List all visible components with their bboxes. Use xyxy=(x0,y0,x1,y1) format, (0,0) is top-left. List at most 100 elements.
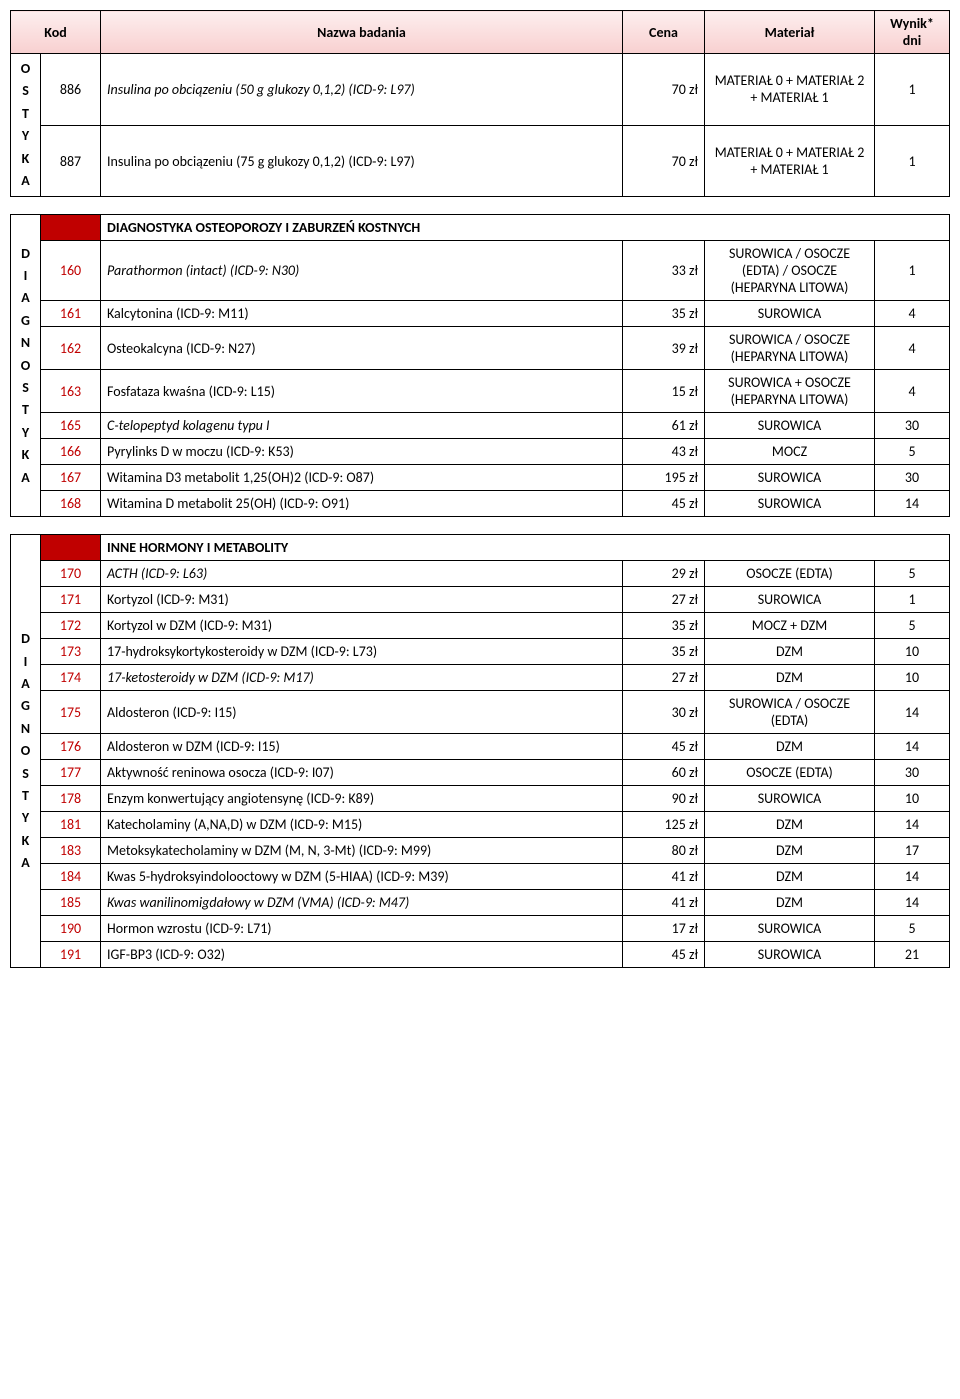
cell-cena: 33 zł xyxy=(623,241,705,301)
cell-material: DZM xyxy=(705,734,875,760)
cell-nazwa: Hormon wzrostu (ICD-9: L71) xyxy=(101,916,623,942)
cell-wynik: 4 xyxy=(875,370,950,413)
cell-kod: 185 xyxy=(41,890,101,916)
cell-material: MOCZ xyxy=(705,439,875,465)
table-header-row: Kod Nazwa badania Cena Materiał Wynik* d… xyxy=(11,11,950,54)
table-row: 160Parathormon (intact) (ICD-9: N30)33 z… xyxy=(11,241,950,301)
cell-material: SUROWICA xyxy=(705,587,875,613)
cell-wynik: 1 xyxy=(875,54,950,126)
cell-material: DZM xyxy=(705,639,875,665)
cell-kod: 886 xyxy=(41,54,101,126)
cell-material: SUROWICA xyxy=(705,465,875,491)
cell-material: MATERIAŁ 0 + MATERIAŁ 2 + MATERIAŁ 1 xyxy=(705,125,875,197)
cell-cena: 43 zł xyxy=(623,439,705,465)
cell-kod: 172 xyxy=(41,613,101,639)
cell-wynik: 21 xyxy=(875,942,950,968)
cell-nazwa: Kwas 5-hydroksyindolooctowy w DZM (5-HIA… xyxy=(101,864,623,890)
cell-kod: 163 xyxy=(41,370,101,413)
side-label: DIAGNOSTYKA xyxy=(11,215,41,517)
cell-wynik: 5 xyxy=(875,916,950,942)
section-title: DIAGNOSTYKA OSTEOPOROZY I ZABURZEŃ KOSTN… xyxy=(101,215,950,241)
cell-kod: 165 xyxy=(41,413,101,439)
cell-material: SUROWICA xyxy=(705,942,875,968)
cell-nazwa: ACTH (ICD-9: L63) xyxy=(101,561,623,587)
cell-cena: 45 zł xyxy=(623,491,705,517)
cell-material: SUROWICA xyxy=(705,916,875,942)
cell-nazwa: Osteokalcyna (ICD-9: N27) xyxy=(101,327,623,370)
cell-cena: 39 zł xyxy=(623,327,705,370)
cell-cena: 41 zł xyxy=(623,890,705,916)
cell-nazwa: C-telopeptyd kolagenu typu I xyxy=(101,413,623,439)
cell-nazwa: Insulina po obciązeniu (75 g glukozy 0,1… xyxy=(101,125,623,197)
table-row: OSTYKA886Insulina po obciązeniu (50 g gl… xyxy=(11,54,950,126)
cell-nazwa: Witamina D metabolit 25(OH) (ICD-9: O91) xyxy=(101,491,623,517)
cell-wynik: 10 xyxy=(875,665,950,691)
cell-nazwa: Kortyzol w DZM (ICD-9: M31) xyxy=(101,613,623,639)
cell-nazwa: Kalcytonina (ICD-9: M11) xyxy=(101,301,623,327)
cell-nazwa: 17-hydroksykortykosteroidy w DZM (ICD-9:… xyxy=(101,639,623,665)
section-marker xyxy=(41,535,101,561)
cell-nazwa: Pyrylinks D w moczu (ICD-9: K53) xyxy=(101,439,623,465)
cell-cena: 70 zł xyxy=(623,54,705,126)
cell-cena: 70 zł xyxy=(623,125,705,197)
price-table: Kod Nazwa badania Cena Materiał Wynik* d… xyxy=(10,10,950,968)
cell-kod: 167 xyxy=(41,465,101,491)
table-row: 185Kwas wanilinomigdałowy w DZM (VMA) (I… xyxy=(11,890,950,916)
table-row: 172Kortyzol w DZM (ICD-9: M31)35 złMOCZ … xyxy=(11,613,950,639)
cell-kod: 190 xyxy=(41,916,101,942)
cell-wynik: 4 xyxy=(875,327,950,370)
cell-wynik: 1 xyxy=(875,125,950,197)
cell-wynik: 10 xyxy=(875,639,950,665)
table-row: 177Aktywność reninowa osocza (ICD-9: I07… xyxy=(11,760,950,786)
cell-kod: 184 xyxy=(41,864,101,890)
cell-material: MATERIAŁ 0 + MATERIAŁ 2 + MATERIAŁ 1 xyxy=(705,54,875,126)
table-row: 175Aldosteron (ICD-9: I15)30 złSUROWICA … xyxy=(11,691,950,734)
cell-wynik: 30 xyxy=(875,465,950,491)
cell-cena: 41 zł xyxy=(623,864,705,890)
cell-material: SUROWICA / OSOCZE (EDTA) xyxy=(705,691,875,734)
cell-wynik: 17 xyxy=(875,838,950,864)
cell-cena: 27 zł xyxy=(623,587,705,613)
cell-kod: 162 xyxy=(41,327,101,370)
cell-material: SUROWICA + OSOCZE (HEPARYNA LITOWA) xyxy=(705,370,875,413)
cell-material: OSOCZE (EDTA) xyxy=(705,561,875,587)
cell-wynik: 5 xyxy=(875,439,950,465)
cell-cena: 61 zł xyxy=(623,413,705,439)
cell-kod: 191 xyxy=(41,942,101,968)
table-row: 183Metoksykatecholaminy w DZM (M, N, 3-M… xyxy=(11,838,950,864)
cell-cena: 35 zł xyxy=(623,613,705,639)
cell-cena: 27 zł xyxy=(623,665,705,691)
cell-kod: 181 xyxy=(41,812,101,838)
cell-kod: 174 xyxy=(41,665,101,691)
table-row: 887Insulina po obciązeniu (75 g glukozy … xyxy=(11,125,950,197)
cell-kod: 170 xyxy=(41,561,101,587)
cell-cena: 35 zł xyxy=(623,301,705,327)
header-cena: Cena xyxy=(623,11,705,54)
cell-material: SUROWICA xyxy=(705,413,875,439)
cell-nazwa: Fosfataza kwaśna (ICD-9: L15) xyxy=(101,370,623,413)
cell-nazwa: Parathormon (intact) (ICD-9: N30) xyxy=(101,241,623,301)
cell-material: SUROWICA xyxy=(705,491,875,517)
cell-nazwa: Katecholaminy (A,NA,D) w DZM (ICD-9: M15… xyxy=(101,812,623,838)
cell-cena: 195 zł xyxy=(623,465,705,491)
cell-material: DZM xyxy=(705,665,875,691)
table-row: 178Enzym konwertujący angiotensynę (ICD-… xyxy=(11,786,950,812)
cell-wynik: 1 xyxy=(875,241,950,301)
cell-material: DZM xyxy=(705,812,875,838)
cell-cena: 125 zł xyxy=(623,812,705,838)
cell-kod: 177 xyxy=(41,760,101,786)
cell-kod: 183 xyxy=(41,838,101,864)
cell-cena: 30 zł xyxy=(623,691,705,734)
table-row: 17417-ketosteroidy w DZM (ICD-9: M17)27 … xyxy=(11,665,950,691)
cell-wynik: 4 xyxy=(875,301,950,327)
section-marker xyxy=(41,215,101,241)
cell-wynik: 5 xyxy=(875,561,950,587)
header-material: Materiał xyxy=(705,11,875,54)
table-row: 165C-telopeptyd kolagenu typu I61 złSURO… xyxy=(11,413,950,439)
cell-kod: 168 xyxy=(41,491,101,517)
cell-nazwa: Insulina po obciązeniu (50 g glukozy 0,1… xyxy=(101,54,623,126)
cell-kod: 175 xyxy=(41,691,101,734)
section-header-row: DIAGNOSTYKADIAGNOSTYKA OSTEOPOROZY I ZAB… xyxy=(11,215,950,241)
cell-nazwa: Aldosteron (ICD-9: I15) xyxy=(101,691,623,734)
table-row: 161Kalcytonina (ICD-9: M11)35 złSUROWICA… xyxy=(11,301,950,327)
